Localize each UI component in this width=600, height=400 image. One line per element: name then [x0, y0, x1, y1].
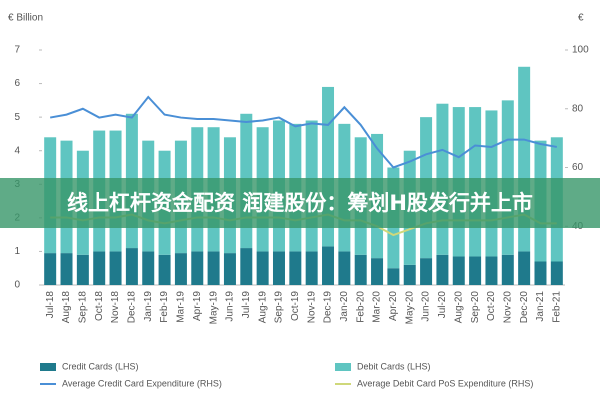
bar — [158, 254, 171, 285]
bar — [109, 251, 122, 285]
x-tick-label: Apr-20 — [388, 291, 399, 321]
x-tick-label: Jul-19 — [241, 291, 252, 319]
bar — [534, 261, 547, 285]
bar — [191, 251, 204, 285]
bar — [518, 251, 531, 285]
bar — [207, 251, 220, 285]
x-tick-label: Mar-19 — [176, 291, 187, 323]
y-tick-label: 6 — [14, 78, 20, 89]
bar — [420, 258, 433, 285]
x-tick-label: Dec-20 — [519, 291, 530, 324]
legend-label: Average Debit Card PoS Expenditure (RHS) — [357, 378, 533, 388]
bar — [256, 251, 269, 285]
bar — [44, 253, 57, 285]
bar — [452, 256, 465, 285]
bar — [371, 258, 384, 285]
x-tick-label: Oct-20 — [486, 291, 497, 321]
y-tick-label: 0 — [14, 280, 20, 291]
bar — [322, 246, 335, 285]
y2-tick-label: 80 — [572, 103, 584, 114]
x-tick-label: Jun-20 — [421, 291, 432, 322]
x-tick-label: Feb-21 — [551, 291, 562, 323]
x-tick-label: Dec-19 — [323, 291, 334, 324]
bar — [436, 254, 449, 285]
x-tick-label: Sep-19 — [274, 291, 285, 324]
x-tick-label: Aug-20 — [453, 291, 464, 324]
x-tick-label: Jul-20 — [437, 291, 448, 319]
x-tick-label: Aug-19 — [257, 291, 268, 324]
y2-tick-label: 100 — [572, 45, 589, 56]
x-tick-label: Oct-19 — [290, 291, 301, 321]
x-tick-label: Nov-20 — [502, 291, 513, 324]
bar — [550, 261, 563, 285]
y-tick-label: 1 — [14, 246, 20, 257]
legend-label: Credit Cards (LHS) — [62, 361, 139, 371]
legend-swatch — [335, 363, 351, 371]
x-tick-label: May-19 — [208, 291, 219, 325]
x-tick-label: Sep-20 — [470, 291, 481, 324]
y-axis-title: € Billion — [8, 13, 43, 24]
y-tick-label: 4 — [14, 145, 20, 156]
x-tick-label: Jan-19 — [143, 291, 154, 322]
bar — [469, 256, 482, 285]
x-tick-label: Jan-21 — [535, 291, 546, 322]
x-tick-label: Apr-19 — [192, 291, 203, 321]
bar — [485, 256, 498, 285]
x-tick-label: Dec-18 — [127, 291, 138, 324]
bar — [93, 251, 106, 285]
bar — [272, 251, 285, 285]
x-tick-label: Nov-18 — [110, 291, 121, 324]
x-tick-label: Jul-18 — [45, 291, 56, 319]
x-tick-label: Jan-20 — [339, 291, 350, 322]
x-tick-label: Oct-18 — [94, 291, 105, 321]
x-tick-label: Sep-18 — [78, 291, 89, 324]
y2-axis-title: € — [578, 13, 584, 24]
bar — [338, 251, 351, 285]
x-tick-label: Jun-19 — [225, 291, 236, 322]
legend-label: Debit Cards (LHS) — [357, 361, 431, 371]
bar — [501, 100, 514, 255]
bar — [76, 254, 89, 285]
banner-bg — [0, 178, 600, 228]
bar — [240, 248, 253, 285]
bar — [305, 251, 318, 285]
bar — [354, 254, 367, 285]
x-tick-label: Feb-20 — [355, 291, 366, 323]
y2-tick-label: 60 — [572, 162, 584, 173]
bar — [174, 253, 187, 285]
bar — [60, 253, 73, 285]
bar — [501, 254, 514, 285]
x-tick-label: Mar-20 — [372, 291, 383, 323]
bar — [142, 251, 155, 285]
bar — [387, 268, 400, 285]
legend-swatch — [40, 363, 56, 371]
x-tick-label: Aug-18 — [61, 291, 72, 324]
y-tick-label: 5 — [14, 112, 20, 123]
x-tick-label: May-20 — [404, 291, 415, 325]
legend-label: Average Credit Card Expenditure (RHS) — [62, 378, 222, 388]
bar — [223, 253, 236, 285]
bar — [125, 248, 138, 285]
line — [49, 95, 558, 169]
bar — [289, 251, 302, 285]
x-tick-label: Nov-19 — [306, 291, 317, 324]
bar — [403, 264, 416, 285]
y-tick-label: 7 — [14, 45, 20, 56]
x-tick-label: Feb-19 — [159, 291, 170, 323]
banner-text: 线上杠杆资金配资 润建股份：筹划H股发行并上市 — [67, 191, 533, 215]
